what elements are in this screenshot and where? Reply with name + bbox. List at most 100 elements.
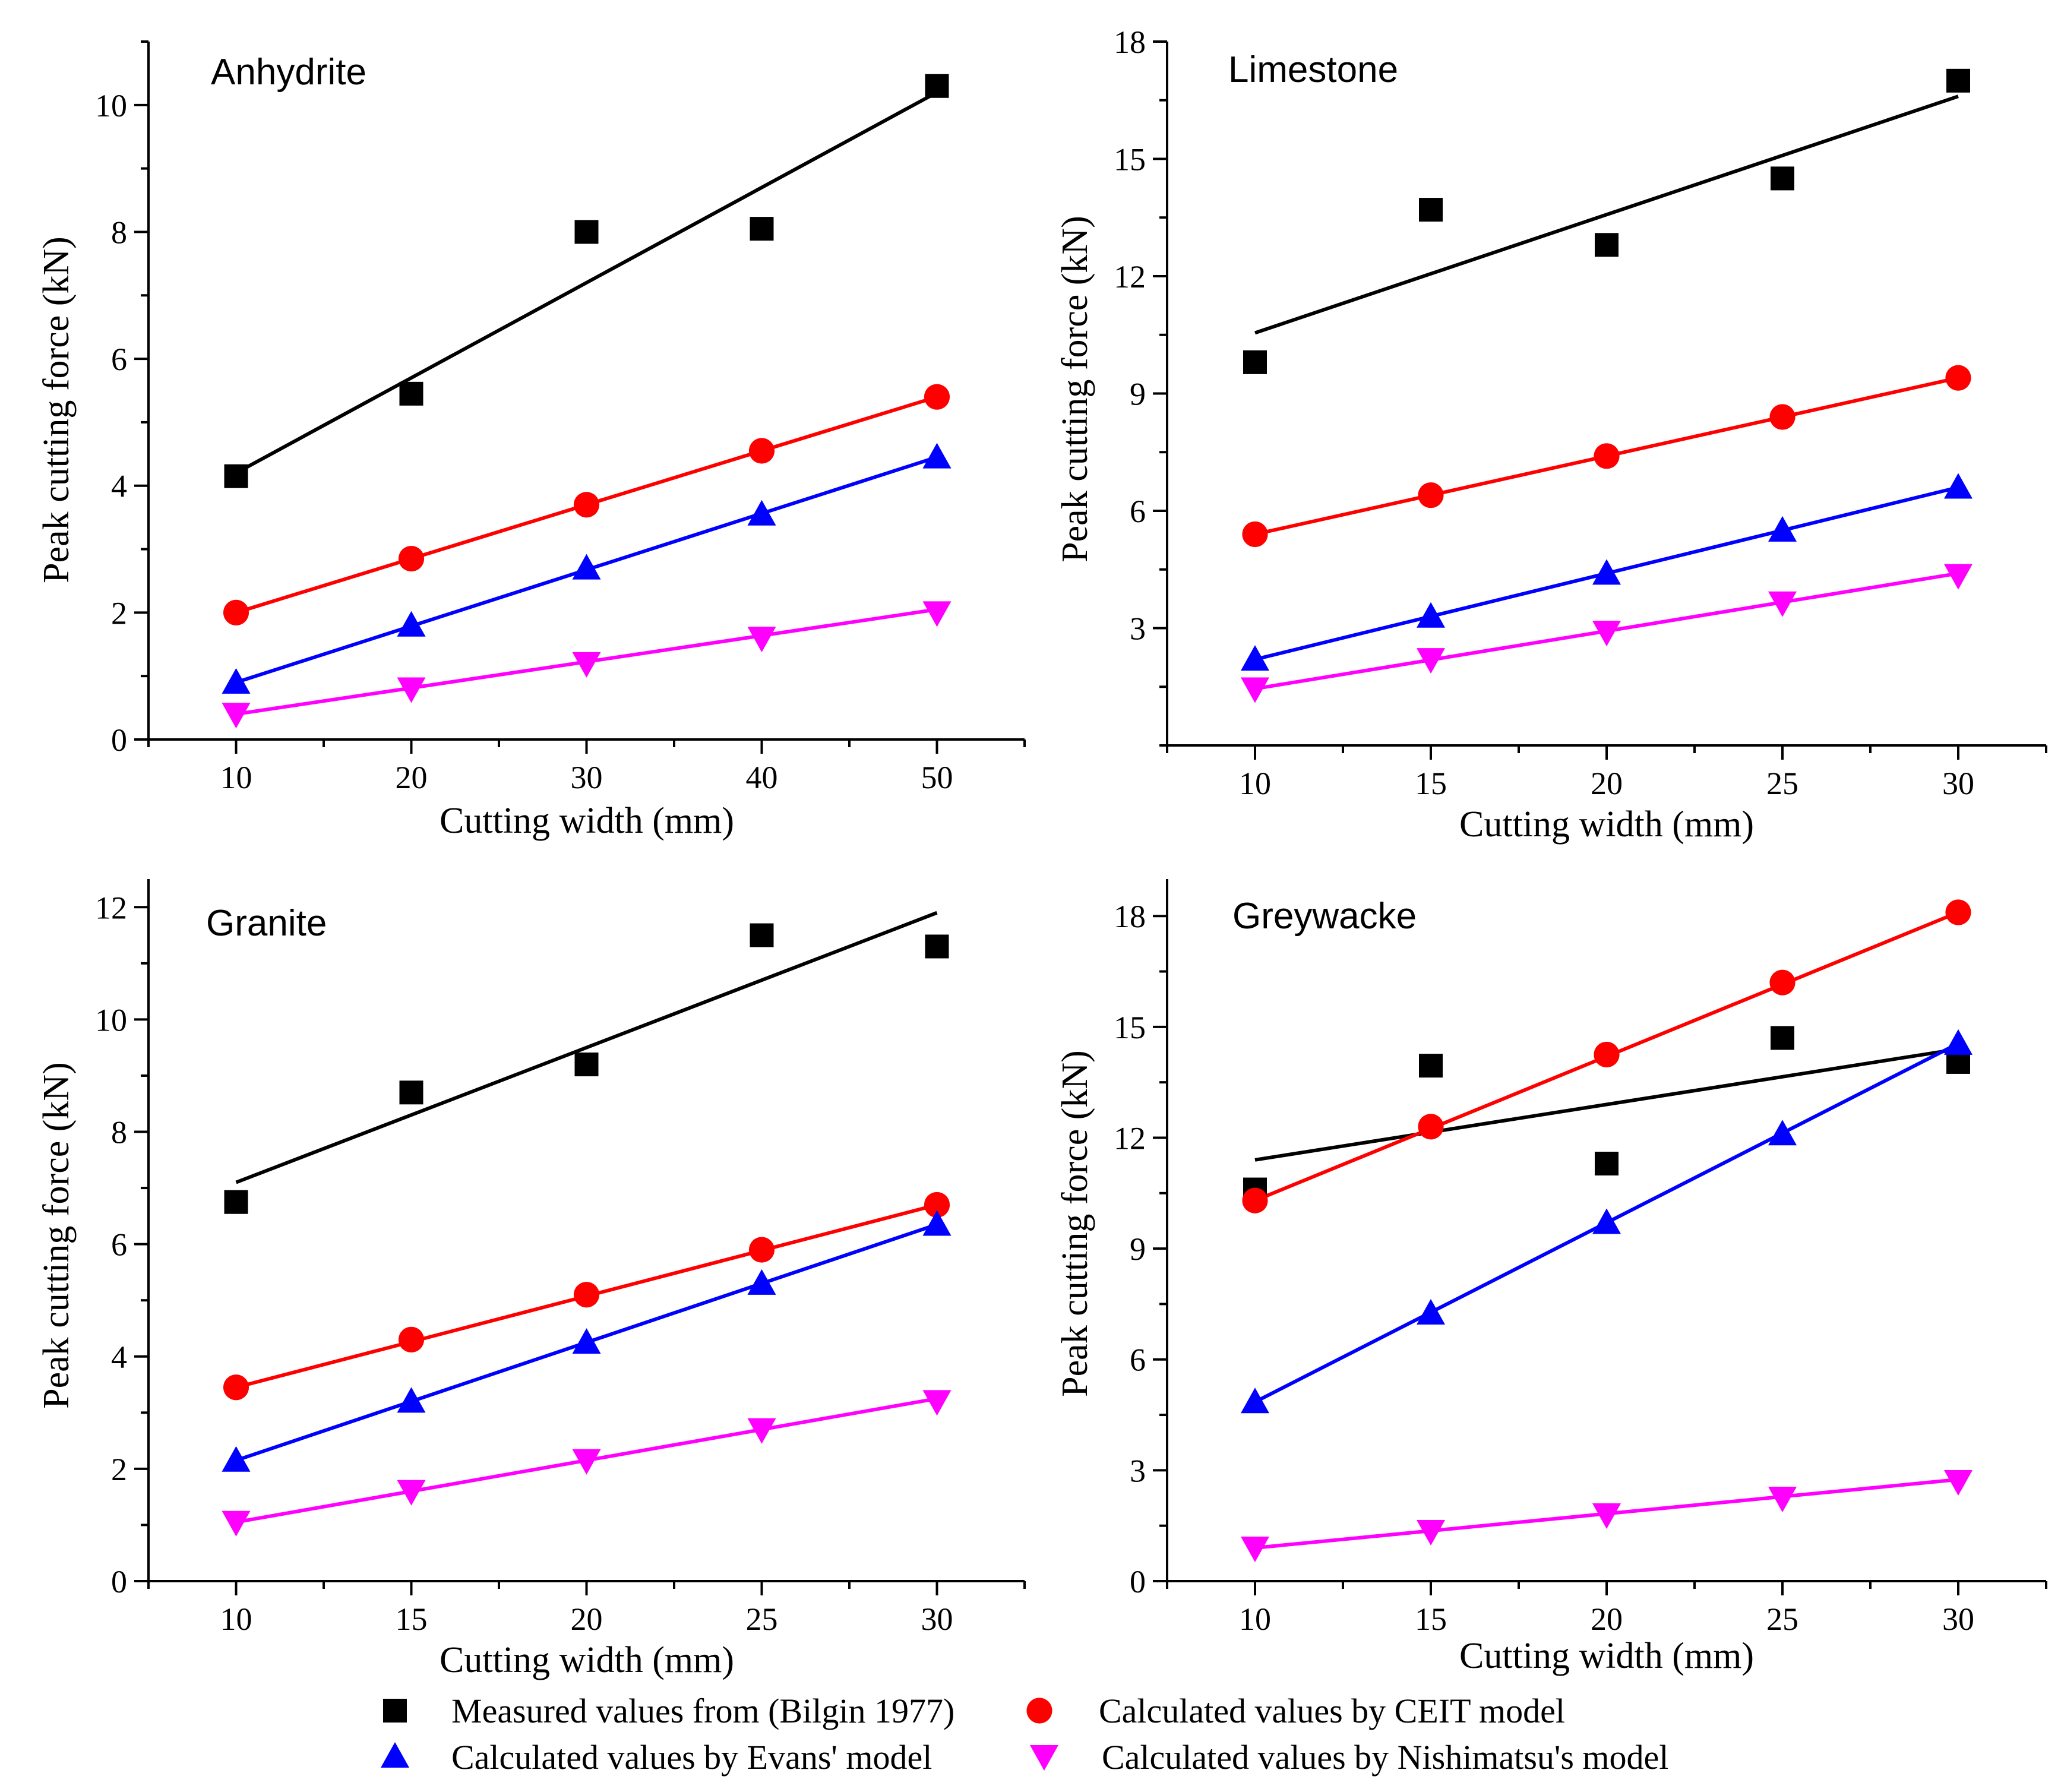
data-point-square — [574, 1053, 599, 1077]
panel-title: Anhydrite — [211, 52, 366, 93]
x-axis-title: Cutting width (mm) — [1459, 804, 1754, 845]
data-point-triangle-down — [1592, 621, 1621, 647]
y-tick-label: 0 — [111, 1564, 127, 1600]
legend-label: Calculated values by Evans' model — [451, 1738, 932, 1777]
data-point-square — [399, 381, 423, 406]
data-point-square — [1595, 233, 1619, 257]
y-tick-label: 6 — [1130, 1342, 1146, 1378]
data-point-triangle-down — [1768, 1487, 1797, 1513]
data-point-square — [1243, 350, 1267, 374]
x-tick-label: 20 — [396, 760, 428, 795]
data-point-circle — [1945, 365, 1971, 391]
data-point-triangle-up — [1417, 1298, 1445, 1325]
fit-line — [235, 911, 938, 1184]
x-tick-label: 30 — [1942, 766, 1974, 801]
legend-symbol-square — [383, 1699, 407, 1723]
data-point-triangle-down — [222, 703, 251, 729]
y-axis-title: Peak cutting force (kN) — [1055, 216, 1095, 562]
data-point-circle — [1594, 1041, 1620, 1068]
data-point-circle — [1242, 1187, 1268, 1213]
y-tick-label: 15 — [1114, 1010, 1146, 1045]
data-point-circle — [1418, 1114, 1444, 1140]
legend-marker-triangle-up — [381, 1742, 409, 1768]
data-point-triangle-up — [397, 611, 426, 637]
data-point-triangle-down — [922, 1390, 952, 1416]
data-point-triangle-up — [747, 500, 776, 526]
fit-line — [235, 90, 938, 475]
y-tick-label: 9 — [1130, 377, 1146, 412]
x-axis-title: Cutting width (mm) — [1459, 1636, 1754, 1676]
panel-anhydrite: Anhydrite Cutting width (mm) Peak cuttin… — [36, 40, 1026, 841]
data-point-circle — [748, 438, 775, 464]
data-point-triangle-up — [1944, 473, 1973, 499]
data-point-triangle-down — [747, 627, 776, 653]
y-tick-label: 3 — [1130, 1453, 1146, 1488]
data-point-square — [399, 1080, 423, 1105]
x-tick-label: 15 — [1415, 766, 1447, 801]
y-tick-label: 18 — [1114, 899, 1146, 934]
data-point-circle — [1769, 969, 1796, 995]
data-point-square — [1946, 68, 1970, 93]
panel-title: Granite — [206, 903, 327, 944]
fit-line — [1254, 94, 1959, 335]
data-point-circle — [573, 492, 600, 518]
legend-item-nishimatsu: Calculated values by Nishimatsu's model — [1030, 1738, 1668, 1777]
y-tick-label: 12 — [95, 890, 127, 925]
panel-title: Limestone — [1228, 49, 1398, 90]
y-tick-label: 8 — [111, 214, 127, 250]
x-tick-label: 25 — [1766, 766, 1798, 801]
x-axis-title: Cutting width (mm) — [440, 801, 734, 841]
x-tick-label: 20 — [1591, 766, 1623, 801]
legend-label: Calculated values by CEIT model — [1099, 1692, 1565, 1730]
data-point-square — [1595, 1152, 1619, 1176]
x-tick-label: 25 — [746, 1601, 778, 1637]
legend-symbol-triangle-up — [381, 1742, 409, 1768]
data-point-triangle-down — [922, 601, 952, 627]
data-point-circle — [924, 1191, 950, 1218]
data-point-square — [1771, 166, 1794, 191]
x-tick-label: 10 — [1239, 766, 1271, 801]
data-point-triangle-up — [1768, 1120, 1797, 1146]
data-point-triangle-down — [1417, 1520, 1445, 1546]
y-axis-title: Peak cutting force (kN) — [36, 1062, 77, 1409]
legend-label: Measured values from (Bilgin 1977) — [451, 1692, 954, 1730]
data-point-triangle-up — [1241, 645, 1269, 671]
x-tick-label: 30 — [921, 1601, 953, 1637]
data-point-square — [224, 464, 248, 488]
y-tick-label: 6 — [111, 342, 127, 377]
x-tick-label: 20 — [571, 1601, 603, 1637]
y-tick-label: 18 — [1114, 24, 1146, 60]
y-tick-label: 0 — [111, 722, 127, 758]
legend-marker-square — [383, 1699, 407, 1723]
data-point-circle — [398, 1326, 425, 1352]
data-point-triangle-up — [747, 1269, 776, 1295]
y-tick-label: 10 — [95, 88, 127, 124]
x-tick-label: 15 — [1415, 1601, 1447, 1637]
y-tick-label: 12 — [1114, 1120, 1146, 1156]
y-tick-label: 4 — [111, 1339, 127, 1375]
data-point-triangle-down — [397, 677, 426, 703]
legend-item-evans: Calculated values by Evans' model — [381, 1738, 932, 1777]
y-tick-label: 10 — [95, 1002, 127, 1038]
data-point-square — [1419, 198, 1443, 222]
data-point-triangle-up — [1592, 559, 1621, 585]
data-point-circle — [1418, 482, 1444, 508]
data-point-circle — [573, 1282, 600, 1308]
x-tick-label: 30 — [571, 760, 603, 795]
data-point-triangle-up — [1768, 516, 1797, 542]
y-axis-title: Peak cutting force (kN) — [36, 236, 77, 583]
y-tick-label: 2 — [111, 1452, 127, 1487]
x-tick-label: 15 — [396, 1601, 428, 1637]
data-point-triangle-up — [922, 1210, 952, 1236]
x-tick-label: 10 — [220, 1601, 252, 1637]
legend-symbol-circle — [1026, 1698, 1052, 1724]
x-axis-title: Cutting width (mm) — [440, 1640, 734, 1680]
data-point-triangle-down — [1417, 648, 1445, 674]
y-tick-label: 4 — [111, 469, 127, 504]
data-point-triangle-up — [1417, 602, 1445, 628]
legend-item-ceit: Calculated values by CEIT model — [1026, 1692, 1565, 1730]
y-tick-label: 6 — [1130, 494, 1146, 529]
x-tick-label: 25 — [1766, 1601, 1798, 1637]
data-point-square — [224, 1190, 248, 1214]
